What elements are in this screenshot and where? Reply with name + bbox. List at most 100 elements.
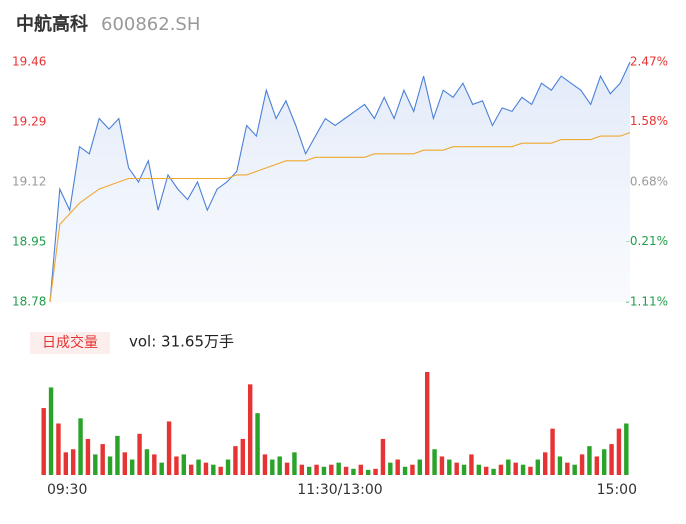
volume-bar: [85, 438, 91, 475]
volume-bar: [196, 459, 201, 475]
y-tick-label: 19.29: [12, 115, 46, 129]
volume-bar: [550, 428, 555, 475]
volume-bar: [476, 464, 482, 475]
volume-bar: [93, 454, 98, 475]
volume-bar: [402, 466, 408, 475]
x-tick-label: 09:30: [47, 482, 87, 498]
volume-badge: [30, 332, 110, 354]
volume-bar: [439, 456, 445, 475]
volume-bar: [115, 435, 120, 475]
volume-bar: [166, 421, 172, 475]
volume-bar: [277, 456, 282, 475]
volume-bar: [292, 452, 297, 475]
y2-tick-label: -0.21%: [626, 234, 668, 248]
volume-bar: [100, 444, 105, 475]
volume-bar: [137, 433, 142, 475]
price-area: [50, 62, 630, 302]
volume-bar: [107, 456, 113, 475]
volume-bar: [594, 456, 600, 475]
volume-bar: [528, 466, 533, 475]
volume-bar: [41, 408, 46, 475]
volume-bar: [535, 459, 541, 475]
volume-bar: [129, 459, 135, 475]
volume-bar: [410, 464, 415, 475]
volume-bar: [159, 462, 164, 475]
volume-bar: [513, 462, 518, 475]
volume-bar: [469, 454, 474, 475]
volume-bar: [365, 469, 371, 475]
volume-bar: [48, 387, 54, 475]
volume-bar: [601, 449, 607, 475]
series-line: [49, 61, 631, 303]
volume-bar: [56, 423, 61, 475]
volume-bar: [343, 466, 349, 475]
volume-bar: [351, 468, 356, 475]
volume-bar: [233, 446, 238, 475]
volume-bar: [321, 466, 327, 475]
volume-bar: [542, 452, 548, 475]
volume-bar: [624, 423, 629, 475]
volume-label: 日成交量: [42, 334, 98, 351]
volume-bar: [380, 438, 386, 475]
volume-bar: [122, 452, 128, 475]
volume-bar: [78, 418, 83, 475]
x-tick-label: 11:30/13:00: [297, 482, 382, 498]
volume-bar: [388, 462, 393, 475]
volume-bar: [262, 454, 268, 475]
volume-bar: [284, 462, 290, 475]
y2-tick-label: 2.47%: [630, 55, 668, 69]
x-tick-label: 15:00: [597, 482, 637, 498]
volume-bar: [424, 372, 430, 475]
volume-bar: [557, 456, 563, 475]
volume-bar: [432, 449, 437, 475]
volume-bar: [181, 454, 187, 475]
volume-bar: [240, 438, 246, 475]
volume-bar: [70, 449, 76, 475]
volume-bar: [218, 466, 223, 475]
volume-bar: [447, 459, 452, 475]
volume-bar: [63, 452, 69, 475]
volume-bar: [565, 462, 570, 475]
volume-bar: [609, 444, 614, 475]
volume-bar: [255, 413, 260, 475]
volume-bar: [211, 464, 216, 475]
volume-bar: [358, 464, 364, 475]
y2-tick-label: 0.68%: [630, 175, 668, 189]
volume-bar: [188, 464, 194, 475]
volume-bar: [144, 449, 150, 475]
y-tick-label: 19.46: [12, 55, 46, 69]
volume-bar: [587, 446, 592, 475]
volume-bar: [395, 459, 400, 475]
chart-subtitle: 600862.SH: [101, 14, 200, 35]
y-tick-label: 19.12: [12, 175, 46, 189]
volume-bar: [336, 462, 341, 475]
volume-bar: [152, 454, 157, 475]
y-tick-label: 18.95: [12, 235, 46, 249]
volume-bar: [417, 459, 423, 475]
volume-bar: [270, 459, 275, 475]
volume-bar: [373, 468, 378, 475]
volume-bar: [454, 462, 459, 475]
volume-bar: [579, 454, 585, 475]
volume-bar: [461, 464, 467, 475]
volume-bar: [498, 464, 504, 475]
volume-bar: [225, 459, 231, 475]
volume-text: vol: 31.65万手: [129, 333, 234, 351]
volume-bar: [572, 464, 577, 475]
volume-bar: [491, 468, 496, 475]
volume-bar: [616, 428, 622, 475]
y2-tick-label: -1.11%: [626, 295, 668, 309]
volume-bar: [520, 464, 526, 475]
volume-bar: [329, 464, 334, 475]
y-tick-label: 18.78: [12, 295, 46, 309]
volume-bar: [299, 464, 305, 475]
volume-bar: [203, 462, 209, 475]
volume-bar: [174, 456, 179, 475]
volume-bar: [306, 466, 312, 475]
chart-title: 中航高科: [16, 13, 88, 35]
series-line: [49, 132, 631, 303]
volume-bar: [247, 384, 253, 475]
volume-bar: [506, 459, 511, 475]
volume-bar: [314, 464, 319, 475]
